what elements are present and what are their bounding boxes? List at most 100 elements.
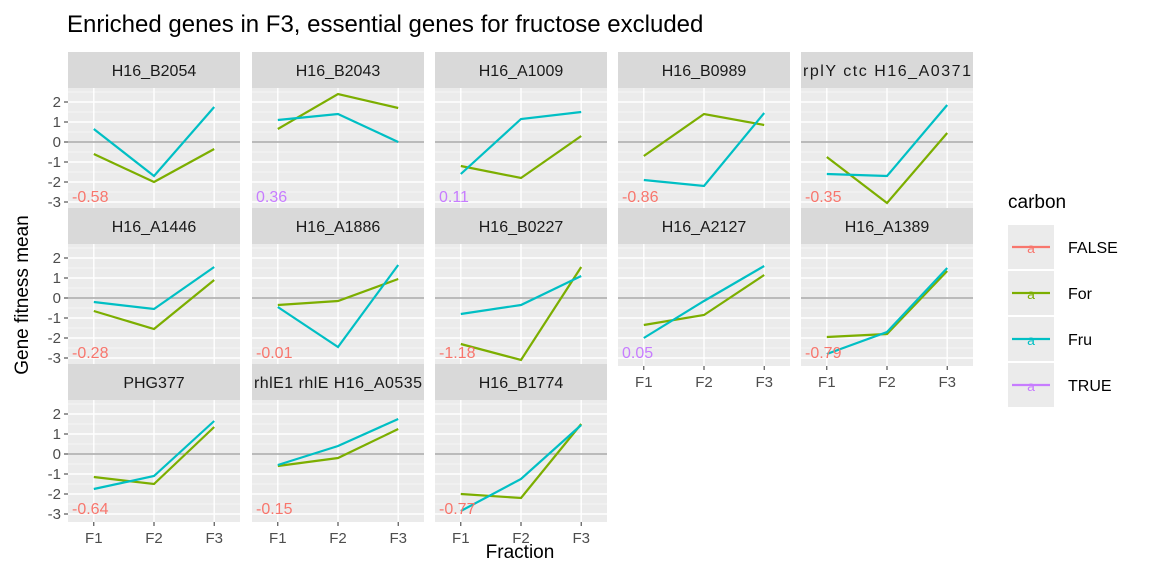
correlation-label: 0.11: [439, 189, 469, 206]
y-tick-label: 2: [53, 250, 61, 267]
facet-panel: H16_A2127 0.05 F1 F2 F3: [618, 208, 790, 391]
series-line-fru: [826, 267, 949, 356]
facet-strip-label: PHG377: [123, 375, 184, 392]
facet-strip-label: H16_A2127: [662, 219, 747, 236]
correlation-label: -0.77: [439, 501, 476, 518]
x-tick-label: F1: [85, 530, 103, 547]
facet-strip: [68, 208, 240, 244]
x-tick-label: F3: [755, 374, 773, 391]
y-tick-label: -2: [48, 174, 61, 191]
x-tick-label: F3: [938, 374, 956, 391]
y-tick-label: 2: [53, 94, 61, 111]
facet-panel: H16_A1446 -0.28 2 1 0 -1 -2 -3: [48, 208, 240, 367]
facet-strip: [252, 364, 424, 400]
legend-key-glyph: a: [1027, 332, 1035, 348]
y-tick-label: -1: [48, 154, 61, 171]
y-tick-label: -2: [48, 486, 61, 503]
facet-strip-label: H16_B0989: [662, 63, 747, 80]
x-tick-label: F3: [572, 530, 590, 547]
series-line-fru: [643, 265, 765, 339]
y-tick-label: 2: [53, 406, 61, 423]
facet-panel: H16_A1886 -0.01: [252, 208, 424, 366]
series-line-for: [826, 132, 949, 205]
y-tick-label: -3: [48, 506, 61, 523]
y-tick-label: -3: [48, 194, 61, 211]
facet-strip: [68, 364, 240, 400]
facet-strip: [435, 52, 607, 88]
facet-panel: H16_B1774 -0.77 F1 F2 F3: [435, 364, 607, 547]
x-tick-label: F1: [269, 530, 287, 547]
facet-panel: H16_B2054 -0.58 2 1 0 -1 -2 -3: [48, 52, 240, 211]
facet-strip: [618, 52, 790, 88]
series-line-for: [277, 277, 399, 307]
y-tick-label: -1: [48, 466, 61, 483]
y-tick-label: -3: [48, 350, 61, 367]
y-tick-label: 0: [53, 134, 61, 151]
facet-panel: H16_B0227 -1.18: [435, 208, 607, 366]
facet-panel: H16_B0989 -0.86: [618, 52, 790, 210]
facet-strip: [252, 208, 424, 244]
x-tick-label: F1: [452, 530, 470, 547]
legend-entry: a TRUE: [1008, 363, 1112, 407]
x-axis-title: Fraction: [486, 542, 555, 563]
series-line-for: [277, 428, 399, 468]
y-tick-label: -2: [48, 330, 61, 347]
legend-label: For: [1068, 286, 1093, 303]
correlation-label: -0.28: [72, 345, 109, 362]
y-tick-label: -1: [48, 310, 61, 327]
series-line-for: [643, 274, 765, 327]
series-line-fru: [643, 112, 766, 188]
correlation-label: -0.64: [72, 501, 109, 518]
facet-panel: PHG377 -0.64 2 1 0 -1 -2 -3 F1 F2 F3: [48, 364, 240, 547]
correlation-label: -0.58: [72, 189, 109, 206]
facet-strip-label: H16_B0227: [479, 219, 564, 236]
legend-key-glyph: a: [1027, 240, 1035, 256]
series-line-fru: [93, 420, 215, 491]
series-line-for: [643, 112, 765, 157]
series-line-for: [826, 270, 948, 339]
y-tick-label: 0: [53, 446, 61, 463]
facet-strip-label: H16_A1886: [296, 219, 381, 236]
x-tick-label: F2: [329, 530, 347, 547]
facet-panel: H16_A1009 0.11: [435, 52, 607, 210]
y-tick-label: 1: [53, 270, 61, 287]
series-line-fru: [460, 424, 582, 512]
facet-strip: [68, 52, 240, 88]
legend-label: TRUE: [1068, 378, 1112, 395]
legend-title: carbon: [1008, 192, 1066, 213]
correlation-label: 0.05: [622, 345, 653, 362]
facet-panel: H16_B2043 0.36: [252, 52, 424, 210]
correlation-label: -0.79: [805, 345, 842, 362]
legend-key-glyph: a: [1027, 286, 1035, 302]
series-line-fru: [277, 264, 400, 349]
facet-panels: H16_B2054-0.58210-1-2-3H16_B20430.36H16_…: [48, 52, 973, 547]
series-line-fru: [460, 110, 582, 175]
series-line-for: [460, 135, 582, 180]
correlation-label: -0.35: [805, 189, 842, 206]
facet-strip: [801, 208, 973, 244]
x-tick-label: F2: [512, 530, 530, 547]
series-line-fru: [826, 104, 949, 178]
series-line-fru: [93, 266, 215, 311]
series-line-for: [93, 426, 215, 486]
facet-strip: [435, 364, 607, 400]
legend-entry: a FALSE: [1008, 225, 1118, 269]
legend-entry: a Fru: [1008, 317, 1092, 361]
x-tick-label: F3: [205, 530, 223, 547]
correlation-label: -1.18: [439, 345, 476, 362]
facet-strip-label: rplY ctc H16_A0371: [803, 63, 971, 80]
x-tick-label: F2: [878, 374, 896, 391]
facet-strip-label: rhlE1 rhlE H16_A0535: [254, 375, 422, 392]
x-tick-label: F2: [145, 530, 163, 547]
facet-strip-label: H16_A1389: [845, 219, 930, 236]
series-line-for: [93, 148, 215, 184]
series-line-for: [93, 279, 215, 331]
facet-strip: [801, 52, 973, 88]
series-line-fru: [277, 417, 399, 467]
series-line-fru: [277, 112, 399, 143]
facet-strip-label: H16_A1009: [479, 63, 564, 80]
x-tick-label: F2: [695, 374, 713, 391]
series-line-fru: [460, 275, 582, 316]
series-line-fru: [93, 106, 216, 178]
